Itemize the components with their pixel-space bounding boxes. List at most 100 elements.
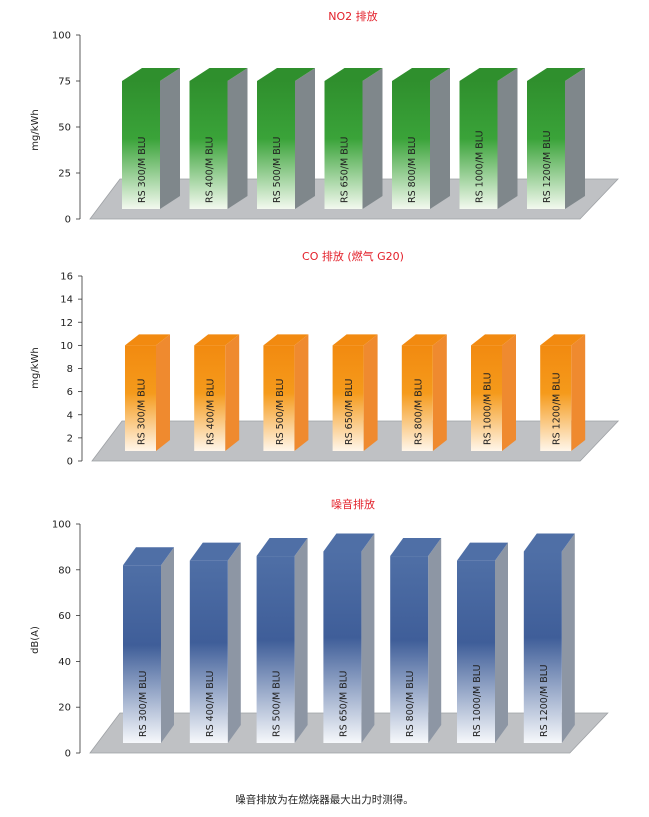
bar-front — [332, 345, 364, 451]
bar-side — [294, 538, 308, 743]
bar-top — [401, 334, 447, 346]
y-tick-label: 0 — [65, 215, 71, 226]
bar-category-label: RS 400/M BLU — [206, 378, 217, 445]
y-tick-label: 0 — [67, 457, 73, 468]
bar-category-label: RS 1200/M BLU — [552, 372, 563, 445]
y-tick-label: 12 — [60, 318, 73, 329]
bar-front — [401, 345, 433, 451]
bar — [332, 334, 378, 451]
bar — [263, 334, 309, 451]
bar-front — [457, 560, 495, 743]
bar-top — [527, 68, 585, 81]
bar-top — [194, 334, 240, 346]
bar-top — [459, 68, 518, 81]
bar-category-label: RS 800/M BLU — [413, 378, 424, 445]
bar-front — [523, 551, 562, 743]
bar-side — [432, 334, 447, 451]
bar-category-label: RS 500/M BLU — [275, 378, 286, 445]
bar-category-label: RS 300/M BLU — [137, 378, 148, 445]
y-axis-label-co: mg/kWh — [30, 347, 41, 388]
bar-top — [324, 68, 383, 81]
bar-top — [122, 68, 180, 81]
bar-front — [459, 81, 498, 209]
y-tick-label: 4 — [67, 410, 73, 421]
bar-top — [392, 68, 450, 81]
y-axis-label-noise: dB(A) — [30, 626, 41, 654]
bar-side — [160, 68, 180, 209]
y-tick-label: 50 — [58, 123, 71, 134]
bar — [257, 68, 315, 209]
chart-title-no2: NO2 排放 — [328, 9, 377, 23]
bar-category-label: RS 300/M BLU — [138, 670, 149, 737]
bar-category-label: RS 650/M BLU — [340, 136, 351, 203]
bar-category-label: RS 1000/M BLU — [483, 372, 494, 445]
bar-side — [428, 538, 442, 743]
plot-area-noise: 0 20 40 60 80 100 RS 300/M BLU RS 400/M BLU RS 5… — [52, 520, 609, 760]
bar — [390, 538, 442, 743]
bar-top — [540, 334, 586, 346]
bar-side — [156, 334, 170, 451]
bar-side — [565, 68, 585, 209]
y-tick-label: 20 — [58, 703, 71, 714]
y-tick-label: 80 — [58, 565, 71, 576]
bar-front — [194, 345, 226, 451]
plot-area-co: 0 2 4 6 8 10 12 14 16 RS 300/M BLU RS 400/M BLU RS … — [60, 272, 620, 468]
bar-top — [256, 538, 308, 557]
bar-front — [323, 551, 362, 743]
bar-top — [189, 542, 241, 561]
bar-side — [362, 68, 383, 209]
bar — [123, 547, 174, 743]
bar-front — [189, 81, 228, 209]
bar-front — [471, 345, 502, 451]
bar-top — [390, 538, 442, 557]
y-tick-label: 60 — [58, 611, 71, 622]
bar-category-label: RS 650/M BLU — [344, 378, 355, 445]
bar — [523, 533, 575, 743]
bar-front — [392, 81, 430, 209]
y-tick-label: 2 — [67, 433, 73, 444]
bar-front — [540, 345, 572, 451]
bar — [189, 68, 248, 209]
y-tick-label: 8 — [67, 364, 73, 375]
bar-side — [227, 542, 241, 743]
chart-co: CO 排放 (燃气 G20) mg/kWh 0 2 4 6 8 10 12 14 16 RS 30… — [30, 249, 620, 468]
bar — [323, 533, 375, 743]
y-tick-label: 100 — [52, 520, 71, 531]
y-tick-label: 100 — [52, 31, 71, 42]
bar-top — [457, 542, 508, 561]
bar — [540, 334, 586, 451]
bar-category-label: RS 1000/M BLU — [472, 664, 483, 737]
bar-side — [225, 334, 240, 451]
bar-side — [430, 68, 450, 209]
bar-side — [161, 547, 174, 743]
bar-front — [263, 345, 295, 451]
bar-front — [125, 345, 156, 451]
bar — [194, 334, 240, 451]
bar-side — [502, 334, 516, 451]
bar-front — [390, 556, 429, 743]
bar-front — [189, 560, 228, 743]
y-tick-label: 0 — [65, 749, 71, 760]
bar-front — [122, 81, 160, 209]
bar — [189, 542, 241, 743]
bar-category-label: RS 1200/M BLU — [542, 130, 553, 203]
bar-side — [561, 533, 575, 743]
bar-top — [263, 334, 309, 346]
bar-side — [227, 68, 248, 209]
y-tick-label: 40 — [58, 657, 71, 668]
bar-top — [323, 533, 375, 552]
y-tick-label: 14 — [60, 295, 73, 306]
bar-side — [295, 68, 315, 209]
chart-no2: NO2 排放 mg/kWh 0 25 50 75 100 RS 300/M BLU RS 4… — [30, 9, 619, 226]
plot-area-no2: 0 25 50 75 100 RS 300/M BLU RS 400/M BLU RS 500… — [52, 31, 619, 226]
bar-side — [294, 334, 309, 451]
y-tick-label: 75 — [58, 77, 71, 88]
bar — [459, 68, 518, 209]
bar-side — [363, 334, 378, 451]
bar-category-label: RS 800/M BLU — [405, 670, 416, 737]
bar-side — [495, 542, 508, 743]
bar-top — [189, 68, 248, 81]
bar-front — [257, 81, 295, 209]
bar-top — [125, 334, 170, 346]
